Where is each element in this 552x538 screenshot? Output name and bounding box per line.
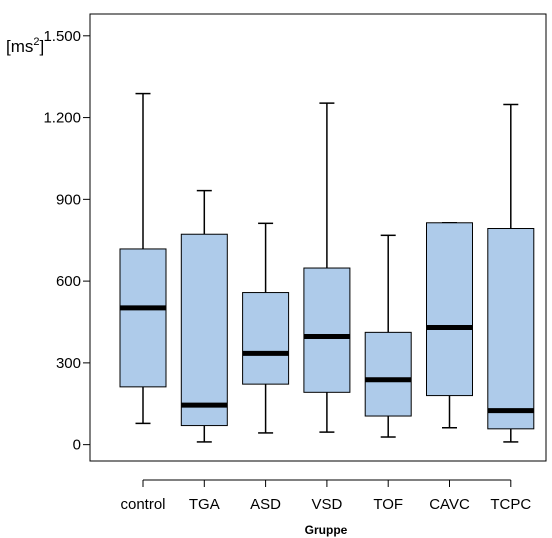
iqr-box: [365, 332, 411, 416]
x-axis-title: Gruppe: [305, 523, 348, 537]
iqr-box: [304, 268, 350, 392]
boxes-layer: [120, 94, 534, 442]
y-tick-label: 900: [56, 191, 81, 208]
x-tick-label: CAVC: [429, 496, 470, 513]
plot-frame: [90, 14, 546, 461]
y-axis-unit-label: [ms2]: [6, 36, 44, 56]
y-axis: 0 300 600 900 1.200 1.500: [43, 28, 90, 454]
iqr-box: [427, 223, 473, 396]
x-tick-label: TGA: [189, 496, 220, 513]
box-tga: [181, 191, 227, 442]
x-axis: control TGA ASD VSD TOF CAVC TCPC: [120, 480, 531, 513]
x-tick-label: control: [120, 496, 165, 513]
y-tick-label: 300: [56, 355, 81, 372]
x-tick-label: ASD: [250, 496, 281, 513]
box-tcpc: [488, 104, 534, 441]
iqr-box: [181, 234, 227, 425]
iqr-box: [488, 229, 534, 429]
box-tof: [365, 235, 411, 437]
y-tick-label: 600: [56, 273, 81, 290]
x-tick-label: TCPC: [490, 496, 531, 513]
y-tick-label: 1.500: [43, 28, 81, 45]
x-tick-label: TOF: [373, 496, 403, 513]
y-tick-label: 1.200: [43, 110, 81, 127]
y-axis-unit-end: ]: [40, 37, 45, 56]
iqr-box: [243, 293, 289, 385]
x-tick-label: VSD: [311, 496, 342, 513]
box-asd: [243, 223, 289, 433]
box-cavc: [427, 223, 473, 428]
iqr-box: [120, 249, 166, 387]
box-vsd: [304, 103, 350, 432]
y-tick-label: 0: [73, 437, 81, 454]
y-axis-unit-base: [ms: [6, 37, 33, 56]
box-control: [120, 94, 166, 424]
